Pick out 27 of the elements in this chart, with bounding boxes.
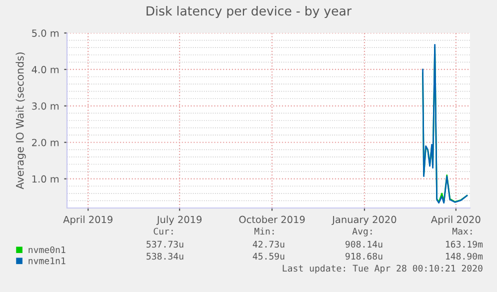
text: 918.68u (346, 252, 382, 260)
text: 163.19m (446, 240, 483, 248)
text: Last update: Tue Apr 28 00:10:21 2020 (282, 264, 482, 274)
x-tick-label: April 2020 (430, 216, 480, 226)
text: 908.14u (346, 240, 382, 248)
y-tick-label: 5.0 m (32, 29, 59, 37)
y-tick-label: 3.0 m (32, 102, 59, 110)
text: Min: (254, 228, 274, 235)
text: Avg: (352, 228, 372, 236)
x-tick-label: April 2019 (63, 216, 112, 226)
text: 45.59u (252, 252, 284, 260)
text: 538.34u (146, 252, 184, 260)
text: Cur: (154, 228, 173, 235)
x-tick-label: July 2019 (156, 216, 202, 226)
y-tick-label: 4.0 m (32, 66, 59, 74)
text: Max: (452, 228, 472, 235)
y-axis-title: Average IO Wait (seconds) (16, 52, 26, 190)
legend-label: nvme0n1 (28, 246, 66, 254)
y-tick-label: 2.0 m (32, 138, 59, 146)
y-tick-label: 1.0 m (32, 175, 59, 183)
x-tick-label: October 2019 (239, 216, 305, 224)
x-tick-label: January 2020 (332, 216, 396, 226)
text: 148.90m (446, 252, 483, 260)
legend-label: nvme1n1 (28, 257, 66, 264)
text: 42.73u (252, 240, 284, 248)
text: 537.73u (146, 240, 184, 248)
chart-title: Disk latency per device - by year (146, 6, 352, 18)
